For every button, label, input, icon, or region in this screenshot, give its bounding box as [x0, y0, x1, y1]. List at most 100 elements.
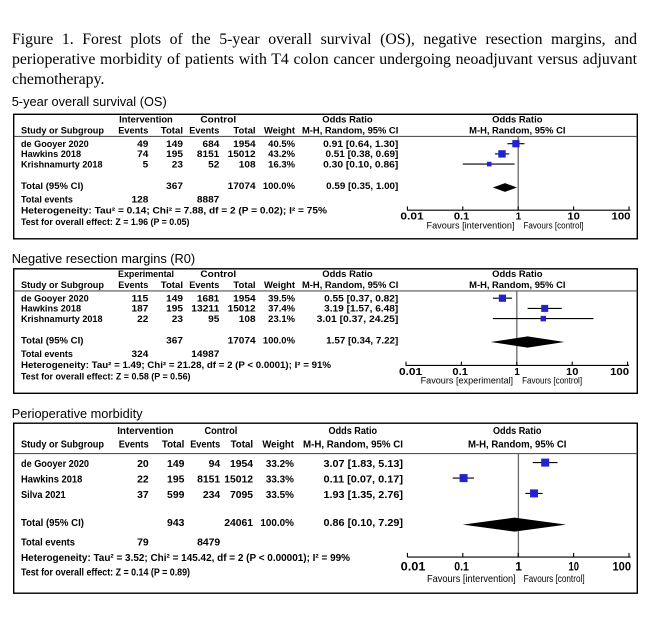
svg-text:14987: 14987 — [191, 349, 219, 359]
svg-text:23.1%: 23.1% — [268, 314, 295, 324]
svg-text:Odds Ratio: Odds Ratio — [322, 269, 373, 279]
svg-text:599: 599 — [167, 490, 185, 501]
svg-text:Total (95% CI): Total (95% CI) — [21, 518, 84, 529]
svg-text:39.5%: 39.5% — [268, 294, 295, 304]
svg-text:22: 22 — [137, 314, 148, 324]
svg-text:de Gooyer 2020: de Gooyer 2020 — [21, 294, 89, 304]
svg-text:Heterogeneity: Tau² = 1.49; Ch: Heterogeneity: Tau² = 1.49; Chi² = 21.28… — [21, 360, 331, 370]
svg-text:Krishnamurty 2018: Krishnamurty 2018 — [21, 159, 103, 169]
svg-text:1954: 1954 — [233, 294, 255, 304]
svg-text:195: 195 — [167, 475, 185, 486]
svg-text:1954: 1954 — [233, 139, 255, 149]
svg-text:Favours [control]: Favours [control] — [522, 376, 582, 386]
svg-text:Control: Control — [200, 114, 236, 124]
svg-text:Odds Ratio: Odds Ratio — [329, 426, 378, 437]
svg-text:7095: 7095 — [230, 490, 253, 501]
svg-text:234: 234 — [203, 490, 221, 501]
svg-text:13211: 13211 — [191, 304, 219, 314]
svg-text:37.4%: 37.4% — [268, 304, 295, 314]
svg-text:10: 10 — [569, 559, 580, 573]
svg-text:8887: 8887 — [197, 195, 219, 205]
svg-text:Hawkins 2018: Hawkins 2018 — [21, 475, 82, 486]
svg-text:128: 128 — [132, 195, 149, 205]
svg-text:Weight: Weight — [264, 126, 295, 136]
svg-text:100: 100 — [612, 212, 631, 223]
svg-text:Weight: Weight — [264, 280, 295, 290]
svg-text:8479: 8479 — [197, 537, 220, 548]
svg-text:684: 684 — [203, 139, 220, 149]
svg-text:Events: Events — [190, 440, 220, 451]
svg-text:Favours [intervention]: Favours [intervention] — [427, 574, 516, 585]
svg-text:17074: 17074 — [228, 335, 256, 345]
svg-text:1: 1 — [514, 367, 520, 378]
svg-text:74: 74 — [137, 149, 148, 159]
svg-text:Test for overall effect: Z = 1: Test for overall effect: Z = 1.96 (P = 0… — [21, 217, 190, 227]
svg-text:Hawkins 2018: Hawkins 2018 — [21, 304, 81, 314]
svg-text:108: 108 — [239, 314, 256, 324]
svg-text:Favours [experimental]: Favours [experimental] — [421, 376, 514, 386]
svg-text:1.93 [1.35, 2.76]: 1.93 [1.35, 2.76] — [324, 490, 404, 501]
svg-text:23: 23 — [172, 159, 183, 169]
svg-text:95: 95 — [208, 314, 219, 324]
svg-text:943: 943 — [167, 518, 185, 529]
svg-text:1: 1 — [516, 212, 522, 223]
svg-text:94: 94 — [209, 459, 221, 470]
svg-text:Odds Ratio: Odds Ratio — [322, 114, 373, 124]
svg-text:33.2%: 33.2% — [266, 459, 294, 470]
svg-text:Events: Events — [189, 280, 219, 290]
svg-text:0.1: 0.1 — [454, 212, 470, 223]
svg-text:15012: 15012 — [228, 149, 256, 159]
svg-text:Control: Control — [200, 269, 236, 279]
svg-text:Total (95% CI): Total (95% CI) — [21, 181, 83, 191]
svg-text:Test for overall effect: Z = 0: Test for overall effect: Z = 0.58 (P = 0… — [21, 371, 191, 381]
svg-text:15012: 15012 — [228, 304, 256, 314]
svg-text:324: 324 — [132, 349, 149, 359]
svg-text:Krishnamurty 2018: Krishnamurty 2018 — [21, 314, 103, 324]
svg-text:Events: Events — [189, 126, 219, 136]
svg-text:10: 10 — [566, 367, 579, 378]
svg-text:Odds Ratio: Odds Ratio — [492, 114, 543, 124]
svg-text:22: 22 — [137, 475, 149, 486]
svg-text:367: 367 — [166, 335, 183, 345]
svg-text:0.01: 0.01 — [400, 212, 424, 223]
svg-text:3.19 [1.57, 6.48]: 3.19 [1.57, 6.48] — [324, 304, 398, 314]
svg-text:Total: Total — [233, 126, 255, 136]
svg-text:de Gooyer 2020: de Gooyer 2020 — [21, 459, 89, 470]
svg-text:108: 108 — [239, 159, 256, 169]
svg-text:115: 115 — [132, 294, 149, 304]
svg-text:0.30 [0.10, 0.86]: 0.30 [0.10, 0.86] — [323, 159, 398, 169]
svg-text:Total: Total — [161, 280, 183, 290]
svg-text:40.5%: 40.5% — [268, 139, 295, 149]
svg-text:Study or Subgroup: Study or Subgroup — [21, 440, 104, 451]
svg-text:17074: 17074 — [228, 181, 256, 191]
svg-text:Intervention: Intervention — [117, 426, 173, 437]
svg-text:Events: Events — [119, 440, 149, 451]
svg-text:de Gooyer 2020: de Gooyer 2020 — [21, 139, 89, 149]
svg-text:100.0%: 100.0% — [260, 518, 294, 529]
svg-text:15012: 15012 — [224, 475, 253, 486]
svg-text:Study or Subgroup: Study or Subgroup — [21, 280, 105, 290]
svg-text:100: 100 — [610, 367, 629, 378]
svg-text:1954: 1954 — [230, 459, 253, 470]
svg-text:23: 23 — [172, 314, 183, 324]
svg-text:M-H, Random, 95% CI: M-H, Random, 95% CI — [468, 440, 567, 451]
svg-text:187: 187 — [132, 304, 149, 314]
svg-text:195: 195 — [166, 304, 183, 314]
svg-text:0.01: 0.01 — [399, 367, 423, 378]
svg-text:1681: 1681 — [197, 294, 219, 304]
svg-text:Experimental: Experimental — [118, 269, 174, 279]
svg-text:100: 100 — [613, 559, 632, 573]
svg-text:Heterogeneity: Tau² = 0.14; Ch: Heterogeneity: Tau² = 0.14; Chi² = 7.88,… — [21, 206, 327, 216]
svg-text:79: 79 — [137, 537, 149, 548]
svg-text:Total events: Total events — [21, 349, 73, 359]
svg-text:Heterogeneity: Tau² = 3.52; Ch: Heterogeneity: Tau² = 3.52; Chi² = 145.4… — [21, 553, 350, 564]
svg-text:149: 149 — [166, 294, 183, 304]
svg-text:Test for overall effect: Z = 0: Test for overall effect: Z = 0.14 (P = 0… — [21, 567, 190, 578]
svg-text:Hawkins 2018: Hawkins 2018 — [21, 149, 81, 159]
svg-text:0.91 [0.64, 1.30]: 0.91 [0.64, 1.30] — [323, 139, 398, 149]
svg-text:Favours [control]: Favours [control] — [524, 574, 585, 585]
svg-text:100.0%: 100.0% — [263, 335, 295, 345]
svg-text:0.59 [0.35, 1.00]: 0.59 [0.35, 1.00] — [326, 181, 398, 191]
svg-text:5: 5 — [143, 159, 149, 169]
svg-text:37: 37 — [137, 490, 149, 501]
